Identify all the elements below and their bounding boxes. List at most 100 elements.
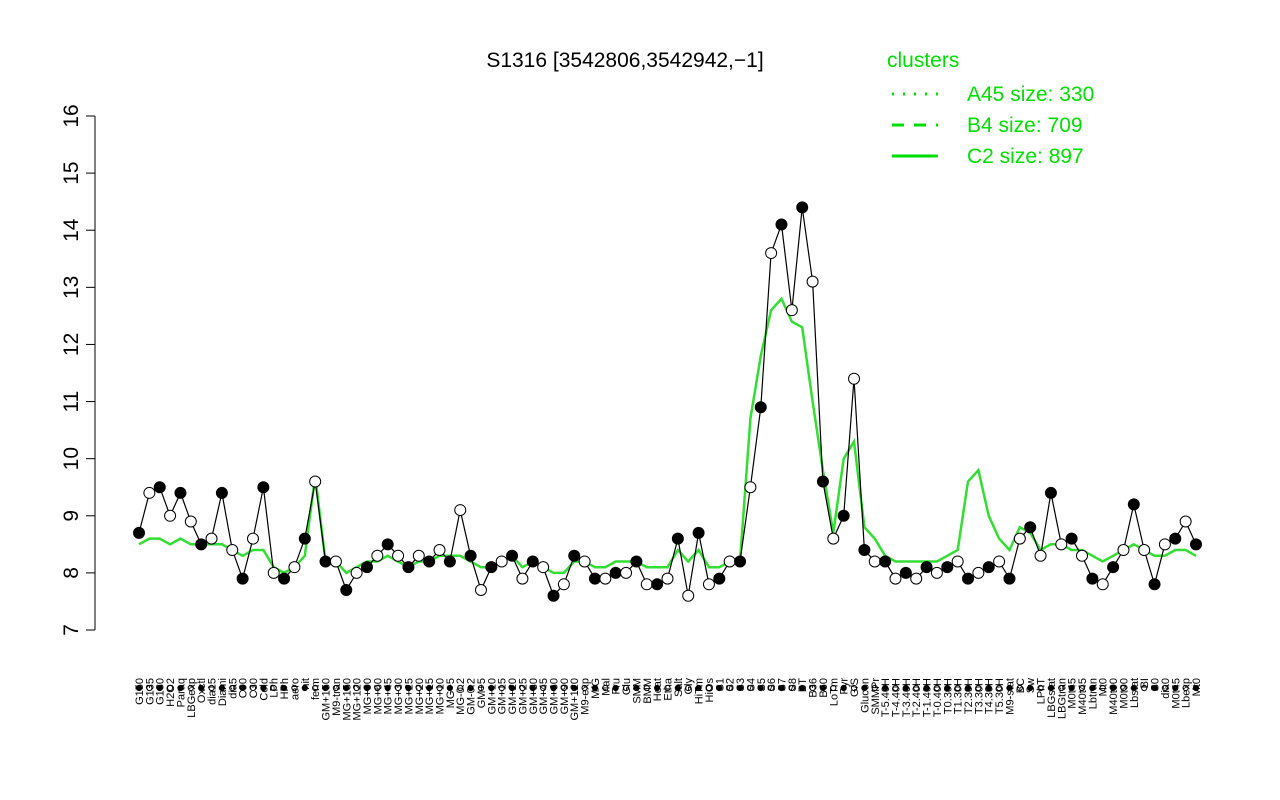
x-tick-marker <box>1141 684 1148 692</box>
x-tick-label: LPhT <box>1036 678 1048 705</box>
x-tick-label: T-2.40H <box>911 678 923 717</box>
data-point <box>1076 549 1089 562</box>
x-tick-marker <box>778 684 785 692</box>
data-point <box>1086 572 1099 585</box>
x-tick-label: M0t45 <box>1067 678 1079 709</box>
cluster-line-c2 <box>138 296 1197 575</box>
x-tick-label: S7 <box>776 678 788 691</box>
data-point <box>1107 561 1120 574</box>
data-point <box>993 555 1006 568</box>
x-tick-marker <box>187 684 194 692</box>
x-tick-marker <box>343 684 350 692</box>
x-tick-marker <box>612 684 619 692</box>
x-tick-label: M/G <box>590 678 602 699</box>
data-point <box>1138 544 1151 557</box>
data-point <box>744 481 757 494</box>
x-tick-label: M0t45 <box>1170 678 1182 709</box>
x-tick-label: LBGtran <box>1056 678 1068 719</box>
x-tick-label: ferm <box>310 678 322 700</box>
y-tick-label: 15 <box>60 161 83 184</box>
data-point <box>1148 578 1161 591</box>
data-point <box>785 304 798 317</box>
x-tick-marker <box>726 684 733 692</box>
x-tick-marker <box>705 684 713 692</box>
x-tick-marker <box>830 684 837 692</box>
x-tick-label: S4 <box>745 678 757 691</box>
x-tick-marker <box>508 684 516 692</box>
x-tick-marker <box>622 684 630 692</box>
x-tick-label: dia5 <box>227 678 239 699</box>
x-tick-marker <box>643 684 650 692</box>
data-point <box>910 572 923 585</box>
x-tick-marker <box>363 684 371 692</box>
x-tick-label: M9-tran <box>331 678 343 716</box>
x-tick-marker <box>249 684 257 692</box>
data-point <box>319 555 332 568</box>
x-tick-marker <box>301 684 308 692</box>
data-point <box>796 201 809 214</box>
x-tick-marker <box>218 684 226 692</box>
x-tick-marker <box>840 684 847 692</box>
x-tick-marker <box>332 684 339 692</box>
x-tick-marker <box>591 684 599 692</box>
data-point <box>340 584 353 597</box>
x-tick-marker <box>882 684 889 692</box>
x-tick-marker <box>996 684 1003 692</box>
x-tick-label: MG+5 <box>445 678 457 708</box>
x-tick-marker <box>208 684 215 692</box>
x-tick-label: BMM <box>642 678 654 704</box>
x-tick-label: Salt <box>673 678 685 697</box>
x-tick-marker <box>1058 684 1065 692</box>
x-tick-marker <box>436 684 443 692</box>
data-point <box>1127 498 1140 511</box>
data-point <box>215 486 228 499</box>
x-tick-label: GM+60 <box>549 678 561 714</box>
x-tick-marker <box>540 684 547 692</box>
x-tick-label: Glu <box>621 678 633 695</box>
x-tick-label: G/S <box>849 678 861 697</box>
x-tick-label: T1.30H <box>953 678 965 714</box>
x-tick-marker <box>488 684 495 692</box>
data-point <box>557 578 570 591</box>
x-tick-label: dia15 <box>207 678 219 705</box>
x-tick-marker <box>1182 684 1189 692</box>
data-point <box>433 544 446 557</box>
x-tick-label: GM+25 <box>517 678 529 714</box>
x-tick-label: Etha <box>663 677 675 701</box>
data-point <box>713 572 726 585</box>
x-tick-marker <box>1068 684 1075 692</box>
data-point <box>1190 538 1202 551</box>
x-tick-label: Lbstat <box>1129 678 1141 708</box>
x-tick-marker <box>975 684 982 692</box>
data-point <box>133 526 145 539</box>
x-tick-marker <box>260 684 267 692</box>
x-tick-label: MG+15 <box>424 678 436 714</box>
y-axis-ticks: 7 8 9 10 11 12 13 14 15 16 <box>60 104 95 636</box>
data-point <box>1065 532 1078 545</box>
data-point <box>1096 578 1109 591</box>
data-point <box>474 584 487 597</box>
data-point <box>526 555 539 568</box>
data-point <box>1044 486 1057 499</box>
x-tick-label: GM+120 <box>569 678 581 721</box>
x-tick-label: SMM <box>631 678 643 704</box>
x-tick-marker <box>809 684 816 692</box>
data-point <box>485 561 498 574</box>
data-point <box>661 572 674 585</box>
x-tick-label: BC <box>1015 678 1027 693</box>
x-tick-label: HiTm <box>694 678 706 704</box>
x-tick-marker <box>788 684 795 692</box>
x-tick-marker <box>457 684 464 692</box>
data-point <box>547 589 560 602</box>
x-tick-label: MG+60 <box>372 678 384 714</box>
x-tick-label: Cold <box>258 678 270 701</box>
x-tick-label: H2O2 <box>165 678 177 707</box>
x-tick-label: Mal <box>600 678 612 696</box>
x-tick-marker <box>602 684 609 692</box>
x-tick-marker <box>519 684 526 692</box>
x-tick-label: LPh <box>269 678 281 698</box>
x-tick-marker <box>415 684 422 692</box>
data-point <box>143 486 156 499</box>
x-tick-marker <box>1047 684 1055 692</box>
